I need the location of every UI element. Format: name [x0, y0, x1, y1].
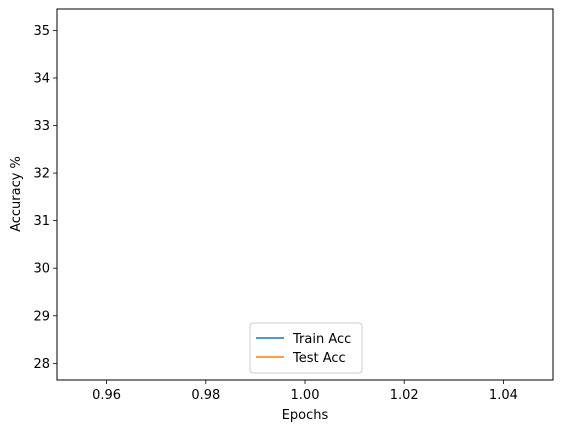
legend-label-train-acc: Train Acc [292, 332, 351, 347]
x-axis-ticks: 0.96 0.98 1.00 1.02 1.04 [92, 380, 518, 403]
x-tick-label: 1.02 [390, 388, 419, 403]
legend: Train Acc Test Acc [249, 322, 363, 374]
x-tick-label: 0.98 [191, 388, 220, 403]
y-axis-ticks: 28 29 30 31 32 33 34 35 [33, 24, 57, 372]
y-tick-label: 28 [33, 357, 50, 372]
legend-label-test-acc: Test Acc [292, 351, 346, 366]
y-tick-label: 34 [33, 71, 50, 86]
y-tick-label: 32 [33, 167, 50, 182]
y-tick-label: 33 [33, 119, 50, 134]
plot-frame [56, 8, 554, 381]
y-tick-label: 30 [33, 262, 50, 277]
x-tick-label: 1.00 [291, 388, 320, 403]
y-tick-label: 35 [33, 24, 50, 39]
legend-box [249, 322, 363, 374]
y-tick-label: 31 [33, 214, 50, 229]
y-tick-label: 29 [33, 309, 50, 324]
y-axis-label: Accuracy % [9, 156, 24, 232]
x-tick-label: 1.04 [489, 388, 518, 403]
x-axis-label: Epochs [282, 408, 329, 423]
x-tick-label: 0.96 [92, 388, 121, 403]
